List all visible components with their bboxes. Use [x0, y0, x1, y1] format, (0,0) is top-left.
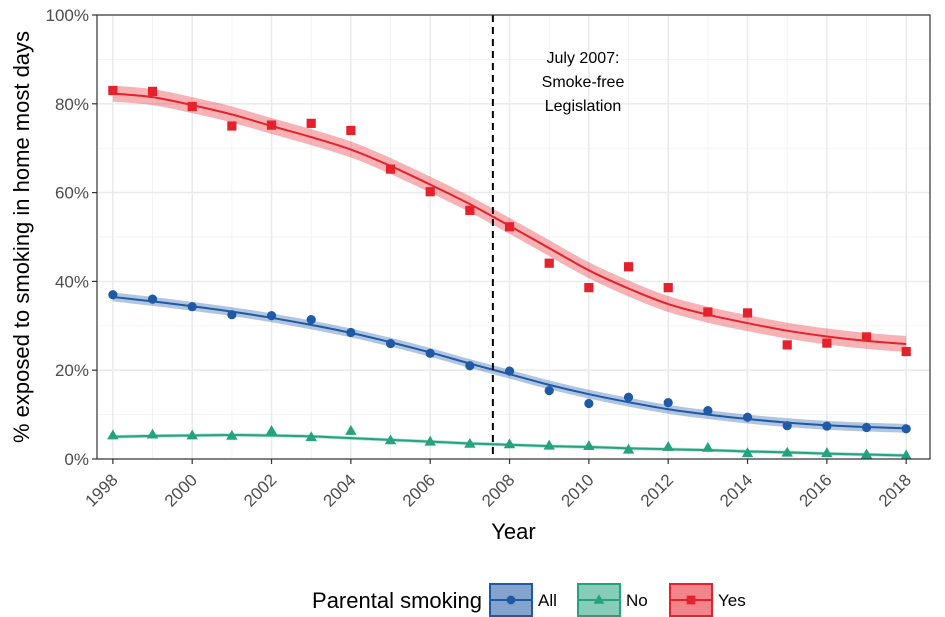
point-no: [503, 438, 516, 449]
point-all: [306, 314, 316, 325]
point-no: [345, 425, 357, 435]
point-yes: [346, 125, 356, 136]
point-yes: [623, 262, 634, 272]
annotation-line: Legislation: [545, 98, 622, 115]
point-all: [663, 398, 673, 408]
point-all: [147, 294, 158, 304]
point-all: [266, 310, 277, 321]
point-no: [186, 429, 198, 440]
y-tick-label: 80%: [55, 95, 89, 114]
y-tick-label: 100%: [46, 6, 89, 25]
point-yes: [425, 187, 435, 197]
y-tick-label: 20%: [55, 361, 89, 380]
point-no: [265, 425, 278, 435]
annotation-line: July 2007:: [547, 50, 620, 67]
point-all: [623, 392, 634, 402]
point-yes: [584, 283, 594, 293]
annotation: July 2007: Smoke-free Legislation: [542, 50, 625, 115]
point-no: [622, 443, 635, 454]
point-all: [703, 406, 713, 416]
point-no: [146, 428, 159, 439]
point-yes: [663, 283, 673, 293]
point-no: [226, 429, 238, 440]
point-all: [742, 412, 753, 422]
point-all: [385, 338, 396, 349]
legend-label-no: No: [626, 591, 648, 610]
y-tick-label: 60%: [55, 184, 89, 203]
legend-title: Parental smoking: [312, 588, 482, 613]
annotation-line: Smoke-free: [542, 74, 625, 91]
grid-minor: [97, 15, 930, 459]
point-yes: [108, 85, 118, 96]
point-no: [384, 434, 397, 445]
point-no: [900, 449, 912, 460]
point-no: [702, 441, 714, 452]
point-no: [821, 447, 833, 458]
point-no: [424, 435, 436, 446]
point-all: [346, 327, 356, 338]
legend-label-all: All: [538, 591, 557, 610]
point-yes: [822, 338, 832, 348]
data-points: [107, 85, 912, 460]
point-all: [187, 302, 197, 312]
point-all: [822, 421, 832, 431]
legend-label-yes: Yes: [718, 591, 746, 610]
point-all: [227, 310, 237, 320]
legend: Parental smoking All No Yes: [312, 583, 746, 617]
point-yes: [504, 222, 515, 232]
point-yes: [266, 120, 277, 130]
legend-marker-no: [593, 594, 605, 604]
legend-marker-all: [506, 595, 516, 605]
band-yes: [112, 85, 907, 352]
point-yes: [227, 121, 237, 131]
point-no: [662, 441, 674, 451]
point-no: [583, 440, 595, 451]
point-no: [305, 431, 317, 442]
point-all: [108, 290, 118, 300]
point-all: [584, 398, 594, 409]
plot-border: [96, 14, 931, 460]
legend-marker-yes: [686, 595, 696, 605]
point-all: [504, 366, 515, 376]
point-yes: [385, 164, 396, 174]
point-all: [901, 424, 911, 434]
point-no: [107, 429, 119, 440]
point-yes: [465, 205, 475, 215]
point-yes: [782, 340, 792, 350]
point-all: [544, 386, 554, 396]
point-yes: [147, 86, 158, 96]
point-yes: [861, 332, 872, 342]
point-no: [464, 437, 476, 448]
point-yes: [544, 258, 554, 268]
point-no: [860, 448, 873, 459]
point-all: [465, 361, 475, 371]
point-yes: [187, 101, 197, 112]
point-yes: [742, 308, 753, 318]
point-no: [741, 447, 754, 458]
legend-item-all: All: [489, 583, 557, 617]
y-tick-label: 40%: [55, 272, 89, 291]
point-yes: [703, 307, 713, 317]
point-yes: [306, 118, 316, 128]
point-all: [861, 422, 872, 433]
band-all: [112, 292, 907, 433]
point-no: [543, 439, 555, 450]
legend-item-yes: Yes: [669, 583, 746, 617]
point-no: [781, 446, 793, 457]
y-axis: 0% 20% 40% 60% 80% 100%: [46, 6, 97, 469]
legend-item-no: No: [577, 583, 648, 617]
x-axis-title: Year: [491, 519, 535, 544]
point-all: [782, 421, 792, 431]
point-yes: [901, 346, 911, 357]
point-all: [425, 348, 435, 358]
y-axis-title: % exposed to smoking in home most days: [9, 31, 34, 443]
y-tick-label: 0%: [64, 450, 89, 469]
